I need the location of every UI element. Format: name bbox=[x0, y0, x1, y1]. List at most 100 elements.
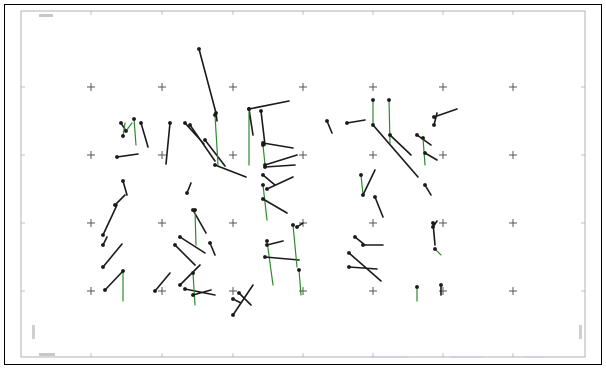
vector-line bbox=[433, 112, 438, 126]
vector-node bbox=[213, 163, 217, 167]
vector-line bbox=[266, 176, 294, 190]
grid-cross bbox=[439, 151, 447, 159]
grid-cross bbox=[229, 83, 237, 91]
vector-line bbox=[266, 240, 284, 246]
vector-node bbox=[423, 183, 427, 187]
vector-line bbox=[424, 184, 432, 196]
vector-line bbox=[298, 269, 302, 296]
vector-node bbox=[121, 134, 125, 138]
vector-node bbox=[431, 225, 435, 229]
vector-node bbox=[208, 241, 212, 245]
vector-line bbox=[209, 242, 216, 256]
vector-line bbox=[232, 284, 254, 316]
vector-node bbox=[359, 173, 363, 177]
vector-line bbox=[260, 110, 266, 146]
vector-line bbox=[122, 180, 128, 196]
vector-line bbox=[264, 154, 298, 166]
vector-line bbox=[238, 292, 252, 306]
vector-node bbox=[191, 271, 195, 275]
vector-node bbox=[263, 165, 267, 169]
vector-node bbox=[183, 287, 187, 291]
vector-node bbox=[439, 283, 443, 287]
vector-node bbox=[431, 221, 435, 225]
vector-node bbox=[178, 283, 182, 287]
vector-line bbox=[362, 169, 376, 196]
vector-line bbox=[348, 252, 382, 282]
vector-node bbox=[373, 195, 377, 199]
vector-node bbox=[193, 208, 197, 212]
vector-line bbox=[360, 174, 364, 196]
vector-line bbox=[140, 122, 149, 148]
grid-cross bbox=[158, 219, 166, 227]
grid-cross bbox=[299, 151, 307, 159]
vector-node bbox=[387, 98, 391, 102]
grid-cross bbox=[158, 151, 166, 159]
vector-node bbox=[124, 129, 128, 133]
vector-line bbox=[248, 100, 290, 110]
vector-node bbox=[261, 183, 265, 187]
vector-node bbox=[101, 233, 105, 237]
vector-node bbox=[191, 293, 195, 297]
vector-line bbox=[264, 256, 300, 261]
vector-line bbox=[248, 108, 254, 136]
grid-cross bbox=[87, 83, 95, 91]
vector-node bbox=[101, 265, 105, 269]
vector-line bbox=[194, 209, 197, 246]
vector-line bbox=[133, 118, 137, 146]
vector-line bbox=[189, 124, 216, 162]
vector-node bbox=[261, 197, 265, 201]
vector-line bbox=[266, 240, 274, 286]
vector-node bbox=[188, 123, 192, 127]
vector-node bbox=[415, 133, 419, 137]
vector-node bbox=[231, 297, 235, 301]
grid-cross bbox=[509, 287, 517, 295]
vector-node bbox=[115, 155, 119, 159]
vector-line bbox=[179, 236, 206, 254]
vector-node bbox=[121, 179, 125, 183]
sheet-border bbox=[20, 10, 586, 358]
grid-cross bbox=[158, 83, 166, 91]
vector-line bbox=[102, 204, 118, 236]
vector-line bbox=[214, 114, 219, 166]
vector-node bbox=[265, 243, 269, 247]
vector-line bbox=[114, 194, 126, 206]
grid-cross bbox=[87, 287, 95, 295]
vector-line bbox=[192, 272, 196, 306]
vector-node bbox=[325, 119, 329, 123]
grid-cross bbox=[369, 83, 377, 91]
vector-node bbox=[297, 268, 301, 272]
vector-line bbox=[122, 122, 126, 137]
vector-line bbox=[416, 134, 432, 146]
grid-cross bbox=[509, 83, 517, 91]
vector-node bbox=[119, 121, 123, 125]
vector-line bbox=[264, 164, 296, 168]
vector-line bbox=[346, 119, 366, 124]
vector-line bbox=[433, 108, 458, 118]
vector-line bbox=[262, 142, 294, 149]
corner-label-top bbox=[39, 14, 53, 17]
grid-cross bbox=[229, 151, 237, 159]
corner-label-bottom bbox=[39, 353, 55, 356]
vector-node bbox=[173, 243, 177, 247]
vector-line bbox=[192, 289, 212, 296]
side-label-right bbox=[579, 325, 582, 339]
vector-line bbox=[262, 184, 268, 221]
grid-cross bbox=[87, 151, 95, 159]
vector-node bbox=[361, 193, 365, 197]
vector-node bbox=[291, 223, 295, 227]
vector-node bbox=[261, 143, 265, 147]
vector-node bbox=[347, 251, 351, 255]
vector-line bbox=[262, 174, 276, 186]
vector-line bbox=[165, 122, 171, 165]
grid-cross bbox=[158, 287, 166, 295]
vector-line bbox=[204, 139, 226, 167]
vector-node bbox=[433, 247, 437, 251]
vector-node bbox=[347, 265, 351, 269]
vector-node bbox=[423, 151, 427, 155]
vector-node bbox=[371, 98, 375, 102]
vector-node bbox=[139, 121, 143, 125]
grid-cross bbox=[369, 287, 377, 295]
vector-line bbox=[116, 153, 139, 158]
vector-node bbox=[183, 121, 187, 125]
ruler-ticks bbox=[21, 11, 585, 357]
